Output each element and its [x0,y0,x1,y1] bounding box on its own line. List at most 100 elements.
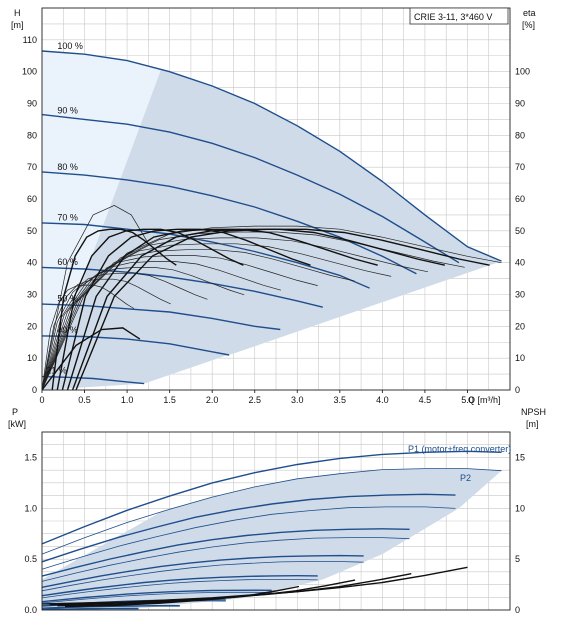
y-left-tick-label: 90 [27,99,37,109]
head-curves [41,50,502,385]
x-tick-label: 1.5 [163,395,176,405]
power-chart: 0.0 0.5 1.0 1.5 0 5 10 15 P [kW] NPSH [m] P1 (m… [8,407,546,615]
p1-curve-100 [41,450,502,545]
speed-curve-label: 60 % [57,257,78,267]
x-tick-label: 3.5 [334,395,347,405]
efficiency-curve [41,243,392,391]
power-curves [41,450,502,611]
x-tick-label: 0.5 [78,395,91,405]
p2-curve [41,506,456,570]
head-chart-labels: 100 % 90 % 80 % 70 % 60 % 50 % 40 % 21 % [46,41,83,376]
x-tick-label: 0 [39,395,44,405]
y-left-unit-top: H [14,8,21,18]
y-right-tick-label: 15 [515,452,525,462]
p2-curve-100 [41,468,502,555]
power-area-dark [42,468,502,608]
y-right-tick-label: 0 [515,605,520,615]
efficiency-curve [41,278,171,391]
x-tick-label: 4.5 [419,395,432,405]
speed-curve-label: 90 % [57,105,78,115]
speed-curve [41,335,230,356]
speed-curve [41,50,502,262]
p1-series-label: P1 (motor+freq.converter) [408,444,511,454]
plot-frame [41,7,511,391]
chart-title-box [409,7,509,25]
efficiency-curve-bold [66,228,378,391]
y-left-tick-label: 1.0 [24,503,37,513]
efficiency-curve [41,284,135,391]
y-left-tick-label: 70 [27,162,37,172]
y-left-tick-label: 0.0 [24,605,37,615]
y-right-unit-top-lower: NPSH [521,407,546,417]
y-left-tick-label: 20 [27,321,37,331]
p1-curve [41,574,318,597]
efficiency-curve-max [41,205,149,391]
y-right-tick-label: 60 [515,194,525,204]
efficiency-curve-bold [61,228,311,391]
efficiency-curves [41,205,502,391]
y-right-unit-bottom: [%] [522,20,535,30]
y-left-unit-top-lower: P [12,407,18,417]
y-right-tick-label: 90 [515,99,525,109]
p2-curve [41,605,180,609]
y-right-tick-label: 40 [515,258,525,268]
y-left-tick-label: 0 [32,385,37,395]
speed-curve-label: 21 % [46,366,67,376]
x-tick-label: 5.0 [461,395,474,405]
p2-series-label: P2 [460,473,471,483]
y-left-tick-label: 60 [27,194,37,204]
x-tick-label: 4.0 [376,395,389,405]
y-right-tick-label: 80 [515,130,525,140]
y-right-tick-label: 5 [515,554,520,564]
plot-frame-lower [41,431,511,611]
y-right-tick-label: 10 [515,503,525,513]
speed-curve [41,266,323,308]
y-right-tick-label: 70 [515,162,525,172]
y-right-tick-label: 20 [515,321,525,331]
y-right-unit-bottom-lower: [m] [526,419,539,429]
y-left-tick-label: 80 [27,130,37,140]
x-tick-label: 1.0 [121,395,134,405]
y-right-tick-label: 10 [515,353,525,363]
power-chart-axes: 0.0 0.5 1.0 1.5 0 5 10 15 [24,431,525,615]
y-left-tick-label: 30 [27,290,37,300]
efficiency-curve-bold [56,228,244,391]
p2-curve [41,537,410,582]
head-chart: 0 0.5 1.0 1.5 2.0 2.5 3.0 3.5 4.0 4.5 5.0 0 10 20 30 40… [11,7,536,405]
y-left-tick-label: 40 [27,258,37,268]
p1-curve [41,493,456,563]
p1-curve [41,528,410,577]
speed-curve-label: 70 % [57,212,78,222]
p1-curve [41,589,272,603]
speed-curve [41,113,460,264]
y-left-tick-label: 1.5 [24,452,37,462]
y-left-tick-label: 50 [27,226,37,236]
y-right-tick-label: 100 [515,67,530,77]
y-right-tick-label: 50 [515,226,525,236]
x-tick-label: 2.5 [248,395,261,405]
speed-curve-label: 80 % [57,162,78,172]
y-right-unit-top: eta [523,8,536,18]
x-axis-label: Q [m³/h] [468,395,501,405]
y-right-tick-label: 0 [515,385,520,395]
efficiency-curve-bold [51,228,177,391]
efficiency-curve-small [41,327,141,391]
y-right-tick-label: 30 [515,290,525,300]
power-operating-area [42,468,502,608]
efficiency-curve [41,255,318,391]
speed-curve [41,303,281,331]
x-tick-label: 2.0 [206,395,219,405]
y-left-unit-bottom: [m] [11,20,24,30]
p1-curve [41,554,364,588]
npsh-curve [64,585,300,608]
speed-curve-label: 40 % [57,325,78,335]
speed-curve-label: 50 % [57,294,78,304]
x-tick-label: 3.0 [291,395,304,405]
p2-curve [41,579,318,599]
y-left-tick-label: 0.5 [24,554,37,564]
y-left-tick-label: 110 [23,35,37,45]
p2-curve [41,561,364,592]
y-left-tick-label: 100 [22,67,37,77]
efficiency-curve [41,261,281,391]
